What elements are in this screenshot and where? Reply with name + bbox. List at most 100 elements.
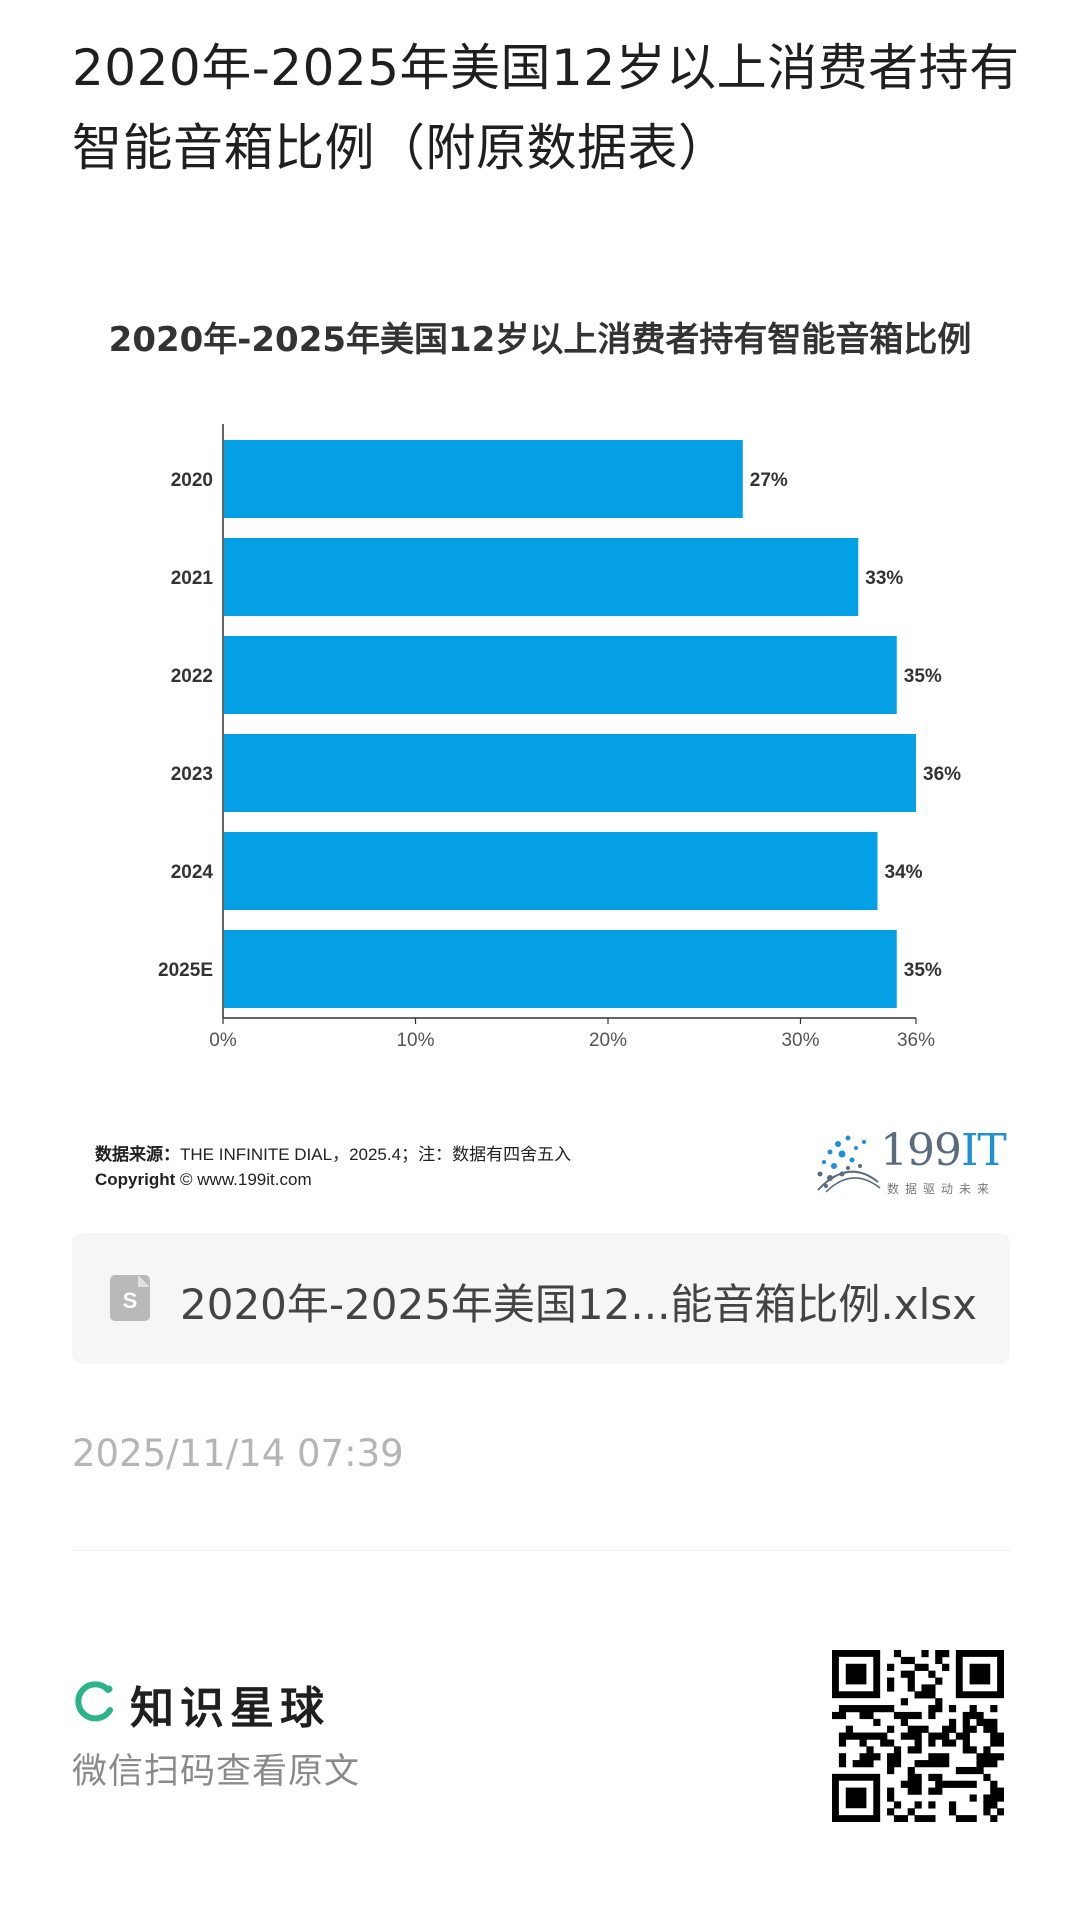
qr-module <box>942 1650 950 1658</box>
qr-module <box>859 1760 867 1768</box>
qr-module <box>914 1725 922 1733</box>
qr-module <box>935 1650 943 1658</box>
qr-module <box>942 1780 950 1788</box>
qr-module <box>983 1725 991 1733</box>
qr-module <box>935 1760 943 1768</box>
qr-module <box>928 1753 936 1761</box>
qr-module <box>928 1684 936 1692</box>
qr-module <box>969 1780 977 1788</box>
qr-module <box>983 1773 991 1782</box>
scan-hint: 微信扫码查看原文 <box>72 1752 361 1792</box>
qr-finder-core <box>845 1787 867 1809</box>
qr-module <box>845 1732 853 1740</box>
qr-module <box>990 1780 998 1788</box>
brand-slogan: 数据驱动未来 <box>887 1182 996 1196</box>
qr-module <box>907 1677 915 1685</box>
qr-module <box>928 1732 936 1740</box>
qr-module <box>990 1718 998 1726</box>
brand-it: IT <box>960 1125 1007 1176</box>
qr-module <box>976 1718 984 1726</box>
qr-module <box>997 1794 1004 1802</box>
data-label: 33% <box>865 568 903 589</box>
brand-digits: 199 <box>880 1125 962 1176</box>
qr-module <box>928 1801 936 1809</box>
qr-module <box>914 1773 922 1782</box>
x-tick-label: 36% <box>897 1030 935 1051</box>
qr-module <box>990 1732 998 1740</box>
qr-module <box>942 1725 950 1733</box>
qr-module <box>914 1787 922 1795</box>
qr-module <box>921 1684 929 1692</box>
qr-module <box>914 1780 922 1788</box>
qr-module <box>907 1656 915 1665</box>
attachment-file-card[interactable]: S 2020年-2025年美国12...能音箱比例.xlsx <box>72 1233 1010 1364</box>
qr-module <box>907 1684 915 1692</box>
divider <box>72 1550 1010 1551</box>
spreadsheet-file-icon: S <box>110 1275 150 1321</box>
x-tick-label: 10% <box>396 1030 434 1051</box>
qr-module <box>838 1711 847 1720</box>
qr-module <box>859 1711 867 1720</box>
qr-module <box>983 1808 991 1816</box>
qr-module <box>900 1815 908 1822</box>
qr-module <box>907 1787 915 1795</box>
qr-module <box>935 1705 943 1713</box>
qr-module <box>914 1746 922 1754</box>
bar <box>224 538 859 616</box>
qr-finder-core <box>969 1663 991 1685</box>
qr-module <box>948 1718 957 1726</box>
chart-title: 2020年-2025年美国12岁以上消费者持有智能音箱比例 <box>108 320 972 360</box>
qr-module <box>914 1732 922 1740</box>
qr-module <box>928 1670 936 1678</box>
qr-module <box>893 1815 902 1822</box>
qr-module <box>990 1794 998 1802</box>
qr-module <box>914 1663 922 1671</box>
qr-module <box>935 1753 943 1761</box>
qr-code-icon[interactable] <box>832 1650 1004 1822</box>
qr-module <box>873 1718 881 1726</box>
qr-module <box>983 1801 991 1809</box>
qr-module <box>921 1760 929 1768</box>
qr-module <box>914 1739 922 1747</box>
qr-module <box>990 1753 998 1761</box>
qr-module <box>866 1705 874 1713</box>
qr-module <box>859 1753 867 1761</box>
qr-module <box>955 1766 964 1775</box>
qr-module <box>962 1746 970 1754</box>
qr-module <box>969 1766 977 1775</box>
qr-module <box>900 1656 908 1665</box>
source-line: 数据来源：THE INFINITE DIAL，2025.4；注：数据有四舍五入 <box>95 1140 571 1165</box>
qr-module <box>948 1801 957 1809</box>
qr-module <box>914 1691 922 1699</box>
qr-module <box>962 1815 970 1822</box>
qr-module <box>907 1766 915 1775</box>
page-title: 2020年-2025年美国12岁以上消费者持有智能音箱比例（附原数据表） <box>72 39 1020 177</box>
qr-module <box>948 1780 957 1788</box>
qr-module <box>880 1739 888 1747</box>
qr-module <box>997 1787 1004 1795</box>
qr-module <box>887 1766 895 1775</box>
bar <box>224 636 897 714</box>
qr-module <box>969 1794 977 1802</box>
qr-module <box>866 1711 874 1720</box>
qr-module <box>976 1753 984 1761</box>
qr-module <box>969 1746 977 1754</box>
bar-chart: 2020 27% 2021 33% 2022 35% 2023 36% 2024 34% 2025E… <box>158 424 961 1051</box>
qr-module <box>928 1787 936 1795</box>
qr-module <box>900 1732 908 1740</box>
post-timestamp: 2025/11/14 07:39 <box>72 1432 404 1475</box>
category-label: 2020 <box>171 470 213 491</box>
qr-module <box>990 1801 998 1809</box>
qr-module <box>935 1773 943 1782</box>
qr-module <box>914 1815 922 1822</box>
copyright-url: www.199it.com <box>197 1170 312 1189</box>
qr-module <box>997 1732 1004 1740</box>
qr-module <box>852 1705 860 1713</box>
qr-module <box>887 1739 895 1747</box>
qr-module <box>900 1718 908 1726</box>
qr-module <box>935 1677 943 1685</box>
qr-module <box>866 1732 874 1740</box>
qr-module <box>887 1760 895 1768</box>
qr-module <box>866 1760 874 1768</box>
qr-module <box>990 1705 998 1713</box>
